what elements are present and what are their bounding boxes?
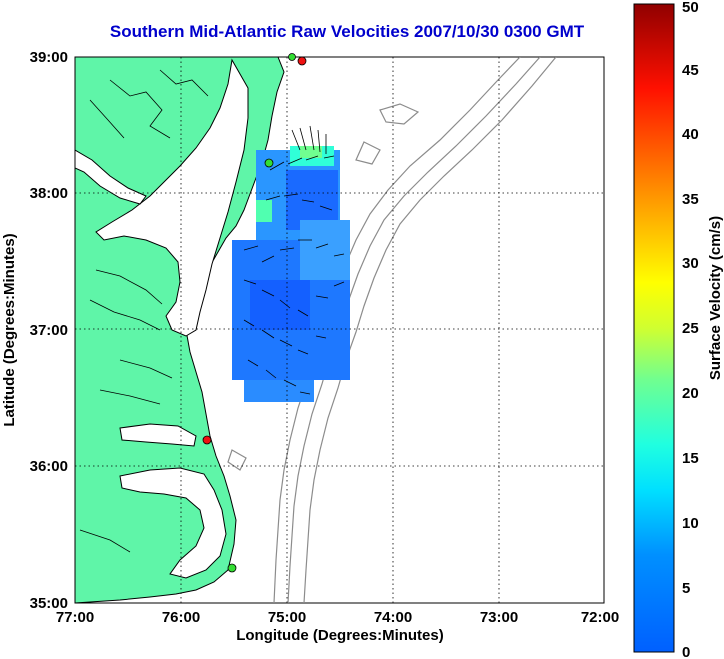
station-markers — [202, 53, 307, 573]
station-marker — [288, 53, 296, 61]
station-marker — [264, 158, 274, 168]
colorbar-tick-label: 45 — [682, 62, 699, 79]
x-axis-label: Longitude (Degrees:Minutes) — [236, 627, 444, 644]
lat-tick-label: 39:00 — [30, 49, 68, 66]
lon-tick-label: 75:00 — [268, 609, 306, 626]
colorbar-tick-label: 5 — [682, 580, 690, 597]
lon-tick-label: 72:00 — [581, 609, 619, 626]
map-title: Southern Mid-Atlantic Raw Velocities 200… — [109, 22, 585, 41]
pamlico-sound — [119, 467, 227, 579]
potomac-river — [75, 149, 147, 205]
lon-tick-label: 77:00 — [56, 609, 94, 626]
lat-tick-label: 36:00 — [30, 458, 68, 475]
y-axis-label: Latitude (Degrees:Minutes) — [1, 233, 18, 426]
lon-tick-label: 76:00 — [162, 609, 200, 626]
colorbar-tick-label: 35 — [682, 191, 699, 208]
colorbar-tick-label: 25 — [682, 320, 699, 337]
colorbar — [633, 3, 675, 653]
colorbar-tick-label: 10 — [682, 515, 699, 532]
station-marker — [202, 435, 212, 445]
velocity-arrows — [243, 125, 345, 395]
colorbar-tick-label: 30 — [682, 255, 699, 272]
colorbar-tick-label: 40 — [682, 126, 699, 143]
lon-tick-labels: 77:00 76:00 75:00 74:00 73:00 72:00 — [56, 609, 619, 626]
graticule — [75, 57, 604, 603]
station-marker — [227, 563, 237, 573]
colorbar-tick-label: 50 — [682, 0, 699, 16]
coast-detail — [79, 69, 209, 553]
colorbar-tick-label: 0 — [682, 644, 690, 659]
lat-tick-label: 38:00 — [30, 185, 68, 202]
colorbar-ticks: 0 5 10 15 20 25 30 35 40 45 50 — [682, 0, 699, 659]
lat-tick-label: 35:00 — [30, 595, 68, 612]
colorbar-tick-label: 20 — [682, 385, 699, 402]
lat-tick-label: 37:00 — [30, 322, 68, 339]
colorbar-tick-label: 15 — [682, 450, 699, 467]
colorbar-label: Surface Velocity (cm/s) — [707, 216, 724, 380]
albemarle-sound — [119, 423, 197, 447]
lat-tick-labels: 35:00 36:00 37:00 38:00 39:00 — [30, 49, 68, 612]
chesapeake-bay — [95, 58, 249, 337]
station-marker — [297, 56, 307, 66]
lon-tick-label: 73:00 — [480, 609, 518, 626]
lon-tick-label: 74:00 — [374, 609, 412, 626]
